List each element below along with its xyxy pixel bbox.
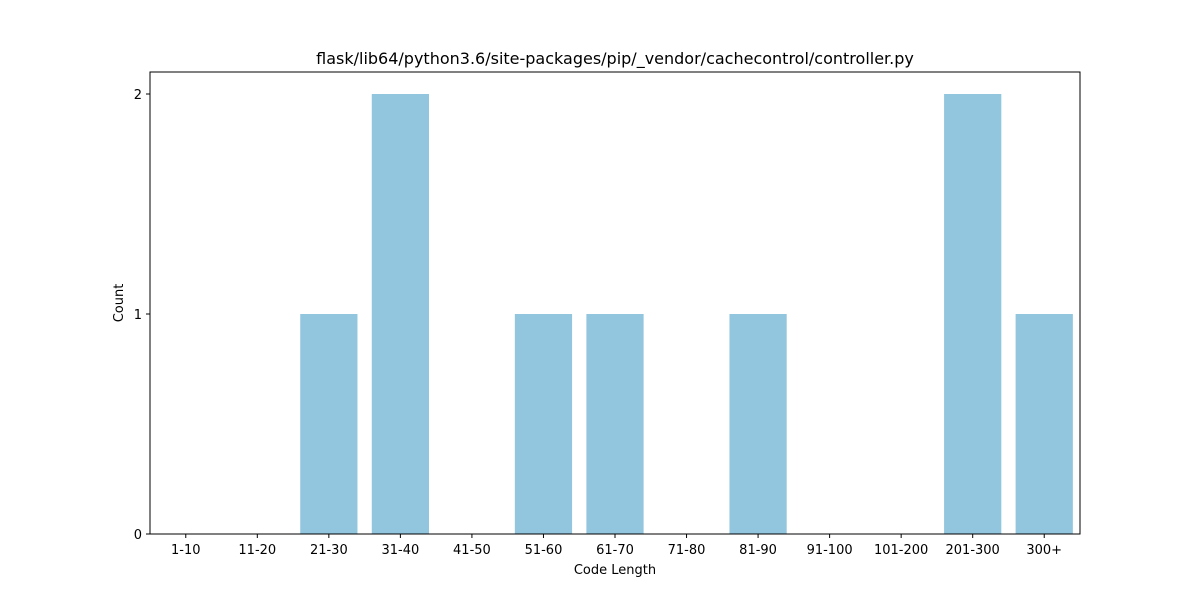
x-tick-label: 300+ bbox=[1026, 543, 1062, 558]
y-axis-label: Count bbox=[112, 284, 127, 323]
chart-title: flask/lib64/python3.6/site-packages/pip/… bbox=[316, 49, 914, 69]
x-tick-label: 21-30 bbox=[310, 543, 348, 558]
x-tick-label: 1-10 bbox=[171, 543, 201, 558]
plot-frame bbox=[149, 71, 1081, 535]
x-tick-label: 81-90 bbox=[739, 543, 777, 558]
x-tick-label: 41-50 bbox=[453, 543, 491, 558]
x-ticks-group: 1-10 11-20 21-30 31-40 41-50 51-60 61-70 71-80 8… bbox=[171, 534, 1062, 558]
x-tick-label: 31-40 bbox=[381, 543, 419, 558]
y-tick-label: 0 bbox=[134, 528, 142, 543]
y-tick-label: 1 bbox=[134, 308, 142, 323]
x-tick-label: 91-100 bbox=[807, 543, 853, 558]
x-tick-label: 61-70 bbox=[596, 543, 634, 558]
bar-51-60 bbox=[514, 314, 573, 534]
bar-61-70 bbox=[586, 314, 644, 534]
bar-300+ bbox=[1015, 314, 1073, 534]
bars-group bbox=[300, 94, 1073, 534]
x-tick-label: 11-20 bbox=[238, 543, 276, 558]
y-tick-label: 2 bbox=[134, 88, 142, 103]
x-tick-label: 201-300 bbox=[946, 543, 1000, 558]
bar-201-300 bbox=[944, 94, 1002, 534]
x-tick-label: 71-80 bbox=[668, 543, 706, 558]
x-tick-label: 51-60 bbox=[525, 543, 563, 558]
bar-21-30 bbox=[300, 314, 358, 534]
x-axis-label: Code Length bbox=[574, 563, 656, 578]
y-ticks-group: 0 1 2 bbox=[134, 88, 150, 543]
bar-81-90 bbox=[729, 314, 787, 534]
x-tick-label: 101-200 bbox=[874, 543, 928, 558]
bar-31-40 bbox=[371, 94, 429, 534]
